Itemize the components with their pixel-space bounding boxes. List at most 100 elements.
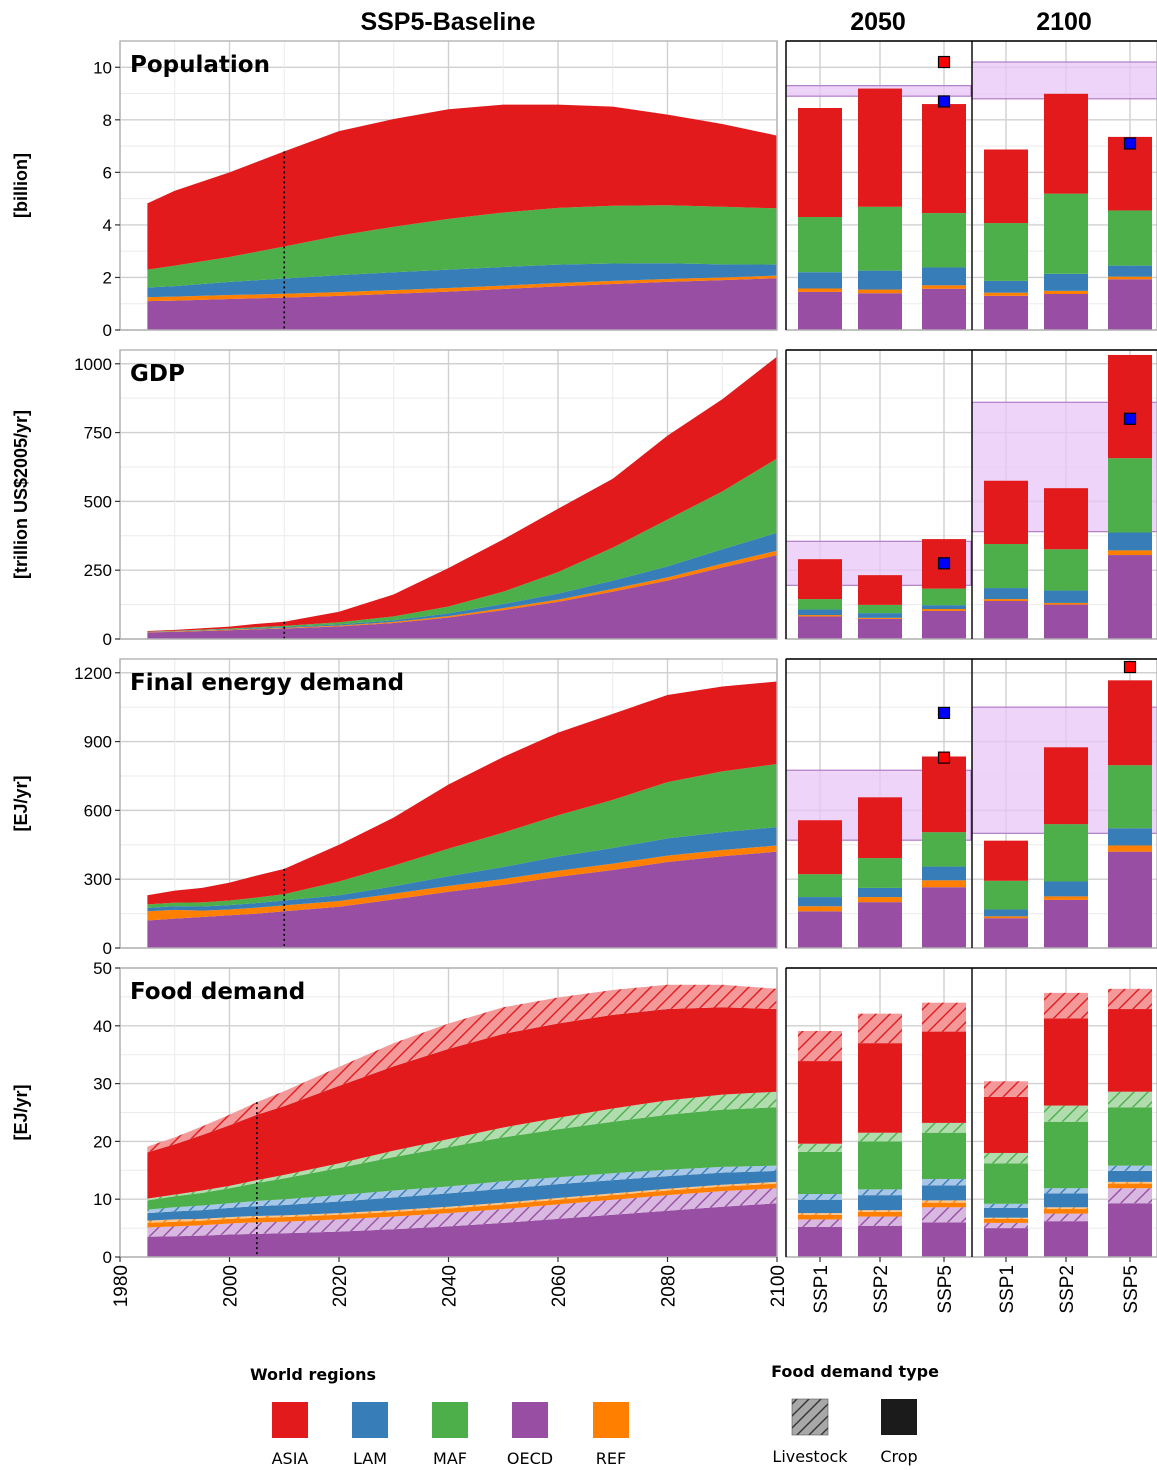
area-food-demand-maf-livestock bbox=[147, 1091, 777, 1201]
legend-label-livestock: Livestock bbox=[772, 1447, 848, 1466]
bar-gdp-2100-ssp5-ref bbox=[1108, 550, 1152, 556]
bar-food-demand-2050-ssp2-oecd-crop bbox=[858, 1225, 902, 1257]
legend-world-regions: World regions ASIA LAM MAF OECD REF bbox=[250, 1365, 629, 1468]
bar-gdp-2050-ssp2-maf bbox=[858, 604, 902, 614]
ytick-label-population: 8 bbox=[103, 111, 112, 130]
bar-final-energy-demand-2050-ssp1-oecd bbox=[798, 911, 842, 948]
marker-population-2050-blue bbox=[937, 95, 951, 108]
bar-final-energy-demand-2050-ssp5-oecd bbox=[922, 887, 966, 948]
legend-swatch-asia bbox=[272, 1402, 308, 1438]
area-gdp-lam bbox=[147, 532, 777, 633]
area-food-demand-oecd-crop bbox=[147, 1203, 777, 1257]
area-food-demand-maf-crop bbox=[147, 1107, 777, 1210]
bar-population-2050-ssp2-oecd bbox=[858, 293, 902, 330]
bar-food-demand-2100-ssp2-maf-crop bbox=[1044, 1121, 1088, 1189]
bar-population-2100-ssp1-lam bbox=[984, 280, 1028, 293]
bar-food-demand-2100-ssp5-ref-crop bbox=[1108, 1183, 1152, 1189]
bar-food-demand-2050-ssp2-asia-crop bbox=[858, 1043, 902, 1133]
bar-population-2100-ssp2-lam bbox=[1044, 273, 1088, 291]
x-axes: 1980 2000 2020 2040 2060 2080 2100 SSP1 SSP2 SSP5… bbox=[111, 1257, 1142, 1314]
legend-label-asia: ASIA bbox=[272, 1449, 309, 1468]
bar-population-2100-ssp2-oecd bbox=[1044, 294, 1088, 330]
bar-food-demand-2100-ssp5-oecd-crop bbox=[1108, 1203, 1152, 1257]
bar-gdp-2050-ssp1-oecd bbox=[798, 616, 842, 639]
bar-food-demand-2100-ssp5-oecd-livestock bbox=[1108, 1188, 1152, 1204]
bar-food-demand-2100-ssp2-asia-livestock bbox=[1044, 992, 1088, 1019]
bar-final-energy-demand-2100-ssp2-lam bbox=[1044, 881, 1088, 897]
bar-food-demand-2100-ssp1-lam-livestock bbox=[984, 1203, 1028, 1208]
area-final-energy-demand-oecd bbox=[147, 851, 777, 948]
bar-food-demand-2100-ssp1-ref-livestock bbox=[984, 1217, 1028, 1219]
bar-food-demand-2100-ssp1-lam-crop bbox=[984, 1207, 1028, 1218]
xtick-label-year: 2000 bbox=[221, 1265, 242, 1307]
bar-food-demand-2050-ssp2-maf-livestock bbox=[858, 1132, 902, 1142]
bar-food-demand-2100-ssp5-maf-livestock bbox=[1108, 1091, 1152, 1108]
bar-food-demand-2050-ssp1-maf-livestock bbox=[798, 1143, 842, 1152]
xtick-label-ssp5: SSP5 bbox=[1121, 1265, 1142, 1314]
bar-food-demand-2100-ssp2-oecd-crop bbox=[1044, 1221, 1088, 1257]
bar-population-2100-ssp2-maf bbox=[1044, 193, 1088, 274]
bar-population-2100-ssp5-lam bbox=[1108, 265, 1152, 277]
bar-food-demand-2100-ssp5-maf-crop bbox=[1108, 1107, 1152, 1166]
area-population-oecd bbox=[147, 278, 777, 330]
panel-title-final-energy-demand: Final energy demand bbox=[130, 670, 404, 696]
bar-food-demand-2050-ssp2-asia-livestock bbox=[858, 1013, 902, 1044]
bar-food-demand-2050-ssp1-lam-crop bbox=[798, 1199, 842, 1214]
ytick-label-final-energy-demand: 900 bbox=[84, 733, 112, 752]
legend-swatch-oecd bbox=[512, 1402, 548, 1438]
bar-food-demand-2100-ssp1-ref-crop bbox=[984, 1218, 1028, 1223]
range-band-population-2100 bbox=[971, 61, 1157, 100]
bar-population-2050-ssp2-maf bbox=[858, 206, 902, 271]
legend-food-type-title: Food demand type bbox=[771, 1362, 939, 1381]
ytick-label-final-energy-demand: 600 bbox=[84, 801, 112, 820]
ytick-label-population: 4 bbox=[103, 216, 112, 235]
bar-final-energy-demand-2100-ssp2-ref bbox=[1044, 896, 1088, 900]
row-food-demand: 0 10 20 30 40 50 [EJ/yr] Food demand bbox=[11, 959, 1157, 1267]
bar-food-demand-2050-ssp5-ref-livestock bbox=[922, 1200, 966, 1203]
bar-food-demand-2050-ssp1-asia-crop bbox=[798, 1061, 842, 1144]
legend-label-crop: Crop bbox=[880, 1447, 917, 1466]
y-axis-label-gdp: [trillion US$2005/yr] bbox=[11, 410, 31, 579]
marker-gdp-2050-blue bbox=[937, 557, 951, 570]
bar-final-energy-demand-2050-ssp1-maf bbox=[798, 874, 842, 898]
bar-population-2100-ssp5-maf bbox=[1108, 210, 1152, 266]
ytick-label-population: 6 bbox=[103, 163, 112, 182]
bar-final-energy-demand-2100-ssp5-maf bbox=[1108, 765, 1152, 829]
bar-food-demand-2050-ssp5-oecd-livestock bbox=[922, 1207, 966, 1223]
legend-food-demand-type: Food demand type Livestock Crop bbox=[771, 1362, 939, 1466]
marker-final-energy-demand-2050-red bbox=[937, 751, 951, 764]
bar-food-demand-2100-ssp2-oecd-livestock bbox=[1044, 1213, 1088, 1222]
bar-population-2050-ssp2-lam bbox=[858, 270, 902, 290]
bar-food-demand-2050-ssp5-oecd-crop bbox=[922, 1222, 966, 1257]
bar-population-2050-ssp2-ref bbox=[858, 289, 902, 294]
xtick-label-year: 2060 bbox=[549, 1265, 570, 1307]
bar-gdp-2050-ssp2-oecd bbox=[858, 618, 902, 639]
bar-food-demand-2050-ssp5-ref-crop bbox=[922, 1202, 966, 1208]
ytick-label-gdp: 750 bbox=[84, 424, 112, 443]
marker-population-2100-blue bbox=[1123, 137, 1137, 150]
bar-food-demand-2100-ssp2-ref-livestock bbox=[1044, 1207, 1088, 1210]
xtick-label-ssp2: SSP2 bbox=[871, 1265, 892, 1314]
ytick-label-food-demand: 0 bbox=[103, 1248, 112, 1267]
bar-food-demand-2050-ssp1-ref-crop bbox=[798, 1214, 842, 1220]
area-food-demand-asia-crop bbox=[147, 1007, 777, 1199]
ytick-label-gdp: 250 bbox=[84, 561, 112, 580]
area-population-maf bbox=[147, 205, 777, 288]
ytick-label-population: 2 bbox=[103, 268, 112, 287]
bar-food-demand-2050-ssp2-ref-livestock bbox=[858, 1210, 902, 1212]
ytick-label-gdp: 500 bbox=[84, 492, 112, 511]
xtick-label-year: 2100 bbox=[768, 1265, 789, 1307]
ytick-label-food-demand: 50 bbox=[93, 959, 112, 978]
y-axis-label-food-demand: [EJ/yr] bbox=[11, 1084, 31, 1140]
area-population-lam bbox=[147, 263, 777, 298]
bar-population-2050-ssp5-ref bbox=[922, 285, 966, 289]
area-final-energy-demand-ref bbox=[147, 845, 777, 921]
legend-label-ref: REF bbox=[596, 1449, 626, 1468]
bar-population-2050-ssp5-asia bbox=[922, 104, 966, 214]
ytick-label-final-energy-demand: 1200 bbox=[74, 664, 112, 683]
strip-title-2050: 2050 bbox=[850, 8, 906, 36]
bar-food-demand-2050-ssp1-maf-crop bbox=[798, 1151, 842, 1194]
bar-population-2050-ssp5-oecd bbox=[922, 288, 966, 330]
bar-food-demand-2100-ssp1-oecd-livestock bbox=[984, 1222, 1028, 1229]
bar-food-demand-2050-ssp2-lam-livestock bbox=[858, 1189, 902, 1196]
